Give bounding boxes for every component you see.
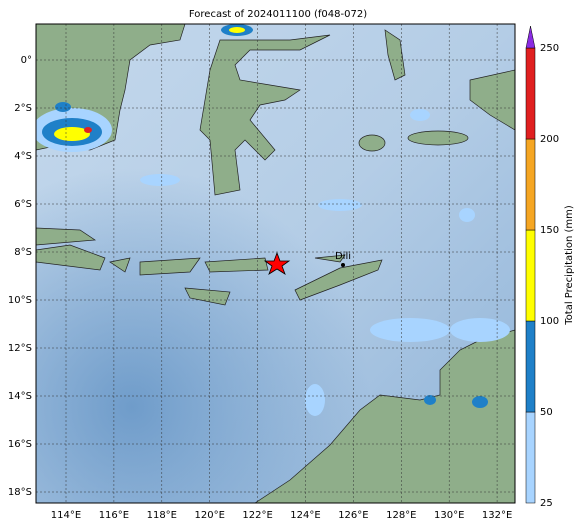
city-label: Dili <box>335 251 351 262</box>
colorbar-tick: 200 <box>540 134 559 145</box>
lon-label: 126°E <box>338 510 368 521</box>
lon-label: 132°E <box>482 510 512 521</box>
lat-label: 4°S <box>14 151 32 162</box>
colorbar: 25 50 100 150 200 250 <box>525 25 559 509</box>
colorbar-tick: 100 <box>540 316 559 327</box>
colorbar-segment <box>525 411 536 504</box>
lon-label: 124°E <box>290 510 320 521</box>
colorbar-tick: 150 <box>540 225 559 236</box>
colorbar-segment <box>525 138 536 231</box>
lon-label: 114°E <box>51 510 81 521</box>
colorbar-segment <box>525 229 536 322</box>
event-star <box>263 251 291 275</box>
colorbar-label: Total Precipitation (mm) <box>564 205 575 326</box>
colorbar-tick: 250 <box>540 43 559 54</box>
lon-label: 130°E <box>434 510 464 521</box>
lat-label: 18°S <box>8 487 32 498</box>
lon-label: 120°E <box>194 510 224 521</box>
lon-label: 122°E <box>242 510 272 521</box>
map-title: Forecast of 2024011100 (f048-072) <box>189 9 367 20</box>
lat-label: 6°S <box>14 199 32 210</box>
lat-label: 2°S <box>14 103 32 114</box>
city-dot <box>341 263 345 267</box>
lat-label: 0° <box>21 55 32 66</box>
lon-label: 116°E <box>99 510 129 521</box>
lat-label: 14°S <box>8 391 32 402</box>
lat-label: 12°S <box>8 343 32 354</box>
colorbar-tick: 50 <box>540 407 553 418</box>
colorbar-segment <box>525 320 536 413</box>
lat-label: 10°S <box>8 295 32 306</box>
colorbar-extend <box>525 25 536 49</box>
lon-label: 128°E <box>386 510 416 521</box>
lat-label: 16°S <box>8 439 32 450</box>
colorbar-segment <box>525 47 536 140</box>
lon-label: 118°E <box>147 510 177 521</box>
colorbar-tick: 25 <box>540 498 553 509</box>
lat-label: 8°S <box>14 247 32 258</box>
